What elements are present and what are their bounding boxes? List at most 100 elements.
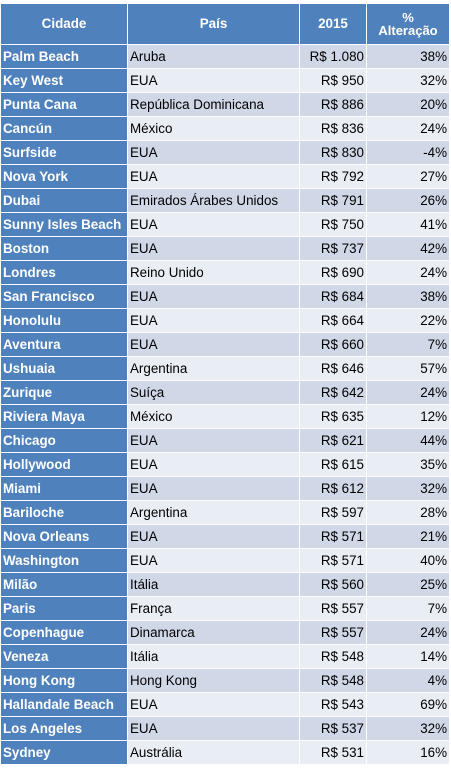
change-cell: 41% <box>366 212 450 237</box>
price-cell: R$ 635 <box>299 404 367 429</box>
change-cell: 32% <box>366 476 450 501</box>
table-row: Veneza Itália R$ 548 14% <box>0 644 450 669</box>
country-cell: EUA <box>127 548 300 573</box>
country-cell: EUA <box>127 476 300 501</box>
price-cell: R$ 690 <box>299 260 367 285</box>
table-row: Nova York EUA R$ 792 27% <box>0 164 450 189</box>
city-cell: Riviera Maya <box>0 404 128 429</box>
change-cell: 42% <box>366 236 450 261</box>
table-row: Chicago EUA R$ 621 44% <box>0 428 450 453</box>
city-cell: Los Angeles <box>0 716 128 741</box>
city-cell: Boston <box>0 236 128 261</box>
price-cell: R$ 537 <box>299 716 367 741</box>
price-cell: R$ 612 <box>299 476 367 501</box>
price-cell: R$ 560 <box>299 572 367 597</box>
table-row: Dubai Emirados Árabes Unidos R$ 791 26% <box>0 188 450 213</box>
price-cell: R$ 830 <box>299 140 367 165</box>
country-cell: Emirados Árabes Unidos <box>127 188 300 213</box>
header-change: % Alteração <box>366 3 450 45</box>
country-cell: EUA <box>127 164 300 189</box>
country-cell: EUA <box>127 332 300 357</box>
change-cell: 16% <box>366 740 450 765</box>
change-cell: 12% <box>366 404 450 429</box>
table-body: Palm Beach Aruba R$ 1.080 38% Key West EUA R$ … <box>0 44 450 765</box>
change-cell: 40% <box>366 548 450 573</box>
table-row: Nova Orleans EUA R$ 571 21% <box>0 524 450 549</box>
change-cell: 44% <box>366 428 450 453</box>
price-cell: R$ 557 <box>299 620 367 645</box>
price-cell: R$ 571 <box>299 524 367 549</box>
country-cell: EUA <box>127 428 300 453</box>
change-cell: 57% <box>366 356 450 381</box>
country-cell: EUA <box>127 236 300 261</box>
price-cell: R$ 791 <box>299 188 367 213</box>
city-cell: Surfside <box>0 140 128 165</box>
city-cell: Nova York <box>0 164 128 189</box>
city-cell: Zurique <box>0 380 128 405</box>
header-change-label: Alteração <box>378 23 438 38</box>
country-cell: EUA <box>127 452 300 477</box>
table-row: Sydney Austrália R$ 531 16% <box>0 740 450 765</box>
city-cell: Cancún <box>0 116 128 141</box>
price-cell: R$ 792 <box>299 164 367 189</box>
country-cell: Dinamarca <box>127 620 300 645</box>
change-cell: 28% <box>366 500 450 525</box>
change-cell: 27% <box>366 164 450 189</box>
price-cell: R$ 621 <box>299 428 367 453</box>
price-cell: R$ 548 <box>299 644 367 669</box>
table-row: Ushuaia Argentina R$ 646 57% <box>0 356 450 381</box>
table-row: Milão Itália R$ 560 25% <box>0 572 450 597</box>
table-row: Hong Kong Hong Kong R$ 548 4% <box>0 668 450 693</box>
country-cell: EUA <box>127 68 300 93</box>
city-cell: Washington <box>0 548 128 573</box>
city-cell: Hong Kong <box>0 668 128 693</box>
city-cell: Dubai <box>0 188 128 213</box>
change-cell: 38% <box>366 284 450 309</box>
city-cell: Hallandale Beach <box>0 692 128 717</box>
city-cell: Copenhague <box>0 620 128 645</box>
change-cell: 7% <box>366 596 450 621</box>
change-cell: -4% <box>366 140 450 165</box>
country-cell: EUA <box>127 212 300 237</box>
country-cell: Suíça <box>127 380 300 405</box>
price-cell: R$ 950 <box>299 68 367 93</box>
table-row: Hollywood EUA R$ 615 35% <box>0 452 450 477</box>
country-cell: EUA <box>127 524 300 549</box>
country-cell: EUA <box>127 308 300 333</box>
country-cell: Aruba <box>127 44 300 69</box>
price-cell: R$ 646 <box>299 356 367 381</box>
city-cell: Nova Orleans <box>0 524 128 549</box>
table-row: Paris França R$ 557 7% <box>0 596 450 621</box>
country-cell: Itália <box>127 572 300 597</box>
header-row: Cidade País 2015 % Alteração <box>0 3 450 45</box>
price-cell: R$ 597 <box>299 500 367 525</box>
change-cell: 24% <box>366 116 450 141</box>
country-cell: EUA <box>127 284 300 309</box>
table-row: Boston EUA R$ 737 42% <box>0 236 450 261</box>
country-cell: Reino Unido <box>127 260 300 285</box>
price-cell: R$ 548 <box>299 668 367 693</box>
table-row: Key West EUA R$ 950 32% <box>0 68 450 93</box>
city-cell: Sunny Isles Beach <box>0 212 128 237</box>
country-cell: México <box>127 404 300 429</box>
city-cell: Palm Beach <box>0 44 128 69</box>
change-cell: 7% <box>366 332 450 357</box>
country-cell: Argentina <box>127 356 300 381</box>
country-cell: França <box>127 596 300 621</box>
table-row: Hallandale Beach EUA R$ 543 69% <box>0 692 450 717</box>
change-cell: 26% <box>366 188 450 213</box>
table-row: Washington EUA R$ 571 40% <box>0 548 450 573</box>
change-cell: 21% <box>366 524 450 549</box>
price-cell: R$ 684 <box>299 284 367 309</box>
city-cell: Punta Cana <box>0 92 128 117</box>
change-cell: 14% <box>366 644 450 669</box>
change-cell: 4% <box>366 668 450 693</box>
change-cell: 35% <box>366 452 450 477</box>
change-cell: 32% <box>366 716 450 741</box>
price-cell: R$ 531 <box>299 740 367 765</box>
country-cell: Austrália <box>127 740 300 765</box>
city-cell: Ushuaia <box>0 356 128 381</box>
price-cell: R$ 664 <box>299 308 367 333</box>
country-cell: Itália <box>127 644 300 669</box>
table-row: Surfside EUA R$ 830 -4% <box>0 140 450 165</box>
